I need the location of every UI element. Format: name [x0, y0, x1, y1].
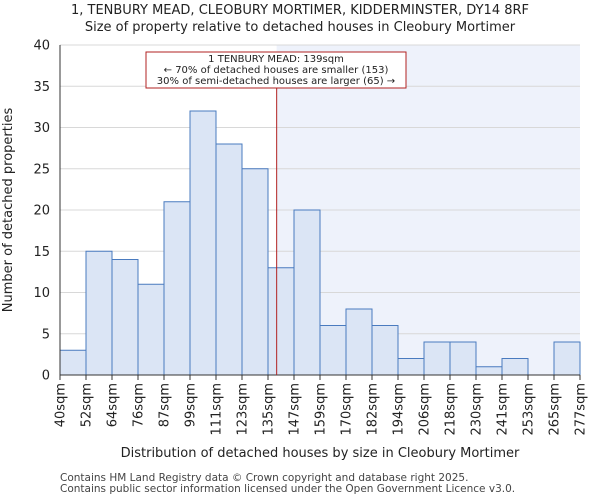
bar [475, 366, 503, 376]
x-tick-label: 182sqm [366, 383, 381, 436]
y-tick-label: 25 [33, 162, 50, 177]
bar [293, 209, 321, 376]
y-tick-label: 10 [33, 286, 50, 301]
bar [449, 341, 477, 376]
x-tick-label: 206sqm [418, 383, 433, 436]
bar [137, 283, 165, 376]
bar [85, 250, 113, 376]
bar [163, 201, 191, 376]
y-tick-label: 30 [33, 121, 50, 136]
y-axis-label: Number of detached properties [1, 108, 16, 313]
bar [111, 259, 139, 376]
x-tick-label: 76sqm [132, 383, 147, 427]
bar [397, 358, 425, 376]
x-tick-label: 135sqm [262, 383, 277, 436]
bar [553, 341, 581, 376]
x-tick-label: 123sqm [236, 383, 251, 436]
annotation-line: 1 TENBURY MEAD: 139sqm [208, 54, 344, 65]
bar [319, 325, 347, 376]
annotation-box [145, 51, 407, 89]
x-tick-label: 265sqm [548, 383, 563, 436]
x-tick-label: 87sqm [158, 383, 173, 427]
bar [215, 143, 243, 376]
y-tick-label: 20 [33, 204, 50, 219]
y-tick-label: 40 [33, 39, 50, 54]
footer-line-2: Contains public sector information licen… [60, 483, 516, 495]
bar [59, 349, 87, 376]
x-axis-label: Distribution of detached houses by size … [121, 446, 520, 461]
chart-subtitle: Size of property relative to detached ho… [85, 20, 516, 35]
x-tick-label: 40sqm [54, 383, 69, 427]
y-tick-label: 0 [42, 369, 50, 384]
x-tick-label: 64sqm [106, 383, 121, 427]
bar [241, 168, 269, 376]
footer-line-1: Contains HM Land Registry data © Crown c… [60, 472, 469, 484]
annotation-line: ← 70% of detached houses are smaller (15… [164, 65, 389, 76]
x-tick-label: 52sqm [80, 383, 95, 427]
y-tick-label: 5 [42, 327, 50, 342]
bar [501, 358, 529, 376]
bar [345, 308, 373, 376]
x-tick-label: 253sqm [522, 383, 537, 436]
x-tick-label: 241sqm [496, 383, 511, 436]
bar [371, 325, 399, 376]
x-tick-label: 159sqm [314, 383, 329, 436]
bar [189, 110, 217, 376]
x-tick-label: 277sqm [574, 383, 589, 436]
x-tick-label: 218sqm [444, 383, 459, 436]
y-tick-label: 35 [33, 80, 50, 95]
x-tick-label: 99sqm [184, 383, 199, 427]
chart-title: 1, TENBURY MEAD, CLEOBURY MORTIMER, KIDD… [71, 3, 529, 18]
x-tick-label: 147sqm [288, 383, 303, 436]
x-tick-label: 170sqm [340, 383, 355, 436]
y-tick-label: 15 [33, 245, 50, 260]
x-tick-label: 194sqm [392, 383, 407, 436]
x-tick-label: 230sqm [470, 383, 485, 436]
x-tick-label: 111sqm [210, 383, 225, 436]
bar [267, 267, 295, 376]
bar [423, 341, 451, 376]
annotation-line: 30% of semi-detached houses are larger (… [157, 76, 395, 87]
